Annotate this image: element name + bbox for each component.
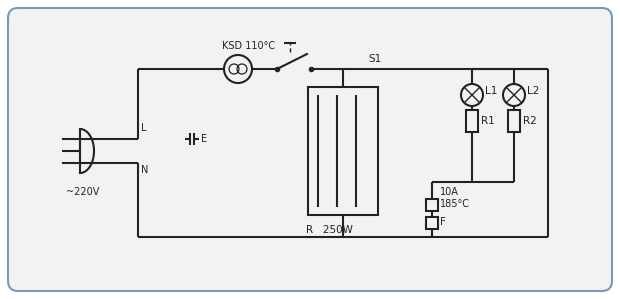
Text: 10A: 10A <box>440 187 459 197</box>
Text: R2: R2 <box>523 116 537 126</box>
Bar <box>508 110 520 132</box>
Text: L1: L1 <box>485 86 497 96</box>
Text: ~220V: ~220V <box>66 187 99 197</box>
FancyBboxPatch shape <box>8 8 612 291</box>
Bar <box>308 87 378 215</box>
Text: R   250W: R 250W <box>306 225 353 235</box>
Bar <box>426 217 438 229</box>
Text: F: F <box>440 217 446 227</box>
Bar <box>426 199 438 211</box>
Text: L2: L2 <box>527 86 539 96</box>
Text: KSD 110°C: KSD 110°C <box>222 41 275 51</box>
Text: L: L <box>141 123 146 133</box>
Text: N: N <box>141 165 148 175</box>
Text: R1: R1 <box>481 116 495 126</box>
Text: S1: S1 <box>368 54 381 64</box>
Text: 185°C: 185°C <box>440 199 470 209</box>
Text: E: E <box>201 134 207 144</box>
Bar <box>466 110 478 132</box>
